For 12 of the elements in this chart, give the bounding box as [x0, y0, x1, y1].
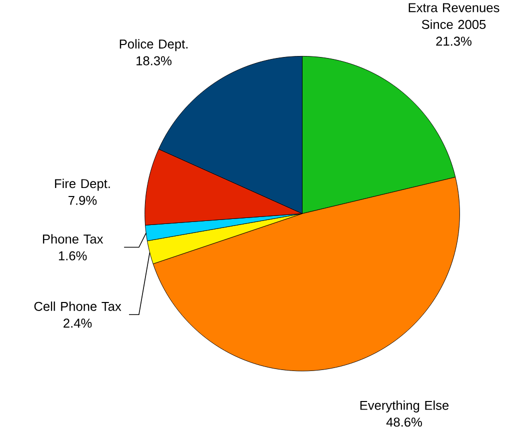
- legend-label: Phone Tax: [42, 234, 104, 244]
- slice-label: Police Dept.: [120, 39, 188, 52]
- slice-label: Extra Revenues Since 2005: [408, 3, 500, 30]
- slice-label: Fire Dept.: [55, 178, 110, 191]
- data-label: 1.6%: [58, 251, 87, 260]
- data-label: 2.4%: [64, 318, 92, 328]
- data-label: 21.3%: [436, 36, 472, 46]
- data-label: 18.3%: [136, 56, 172, 66]
- data-label: 7.9%: [68, 196, 97, 205]
- data-label: 48.6%: [386, 418, 422, 427]
- slice-label: Everything Else: [360, 400, 449, 412]
- slice-label: Cell Phone Tax: [34, 302, 122, 311]
